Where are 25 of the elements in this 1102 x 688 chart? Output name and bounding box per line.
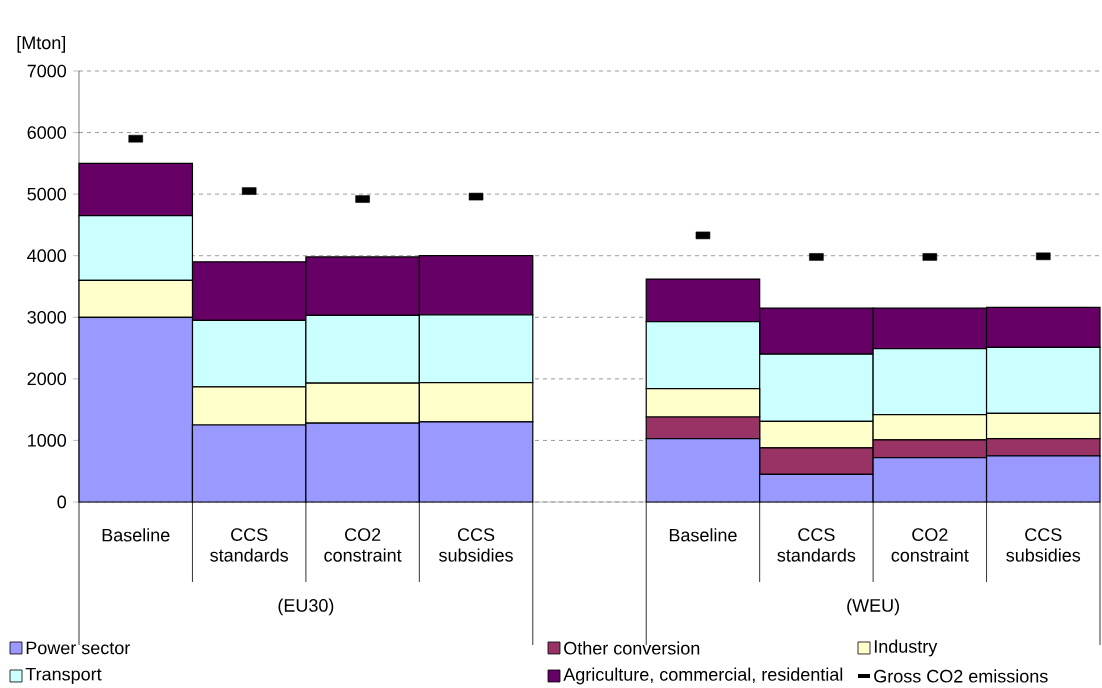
x-tick-label: CCS standards bbox=[777, 528, 856, 562]
x-tick-label: Baseline bbox=[102, 528, 170, 542]
y-tick-label: 3000 bbox=[27, 310, 67, 324]
y-tick-label: 1000 bbox=[28, 434, 67, 447]
x-tick-label: CCS standards bbox=[210, 528, 289, 562]
legend-label: Other conversion bbox=[564, 641, 700, 655]
legend-label: Agriculture, commercial, residential bbox=[563, 667, 843, 685]
text: (EU30) bbox=[278, 598, 334, 616]
legend-label: Industry bbox=[874, 639, 938, 657]
y-tick-label: 2000 bbox=[27, 372, 67, 386]
y-tick-label: 7000 bbox=[27, 64, 67, 78]
y-tick-label: 0 bbox=[57, 495, 67, 509]
y-tick-label: 4000 bbox=[27, 249, 67, 263]
x-tick-label: CO2 constraint bbox=[891, 528, 969, 562]
y-tick-label: 6000 bbox=[27, 126, 67, 139]
x-tick-label: CCS subsidies bbox=[1006, 528, 1081, 562]
x-tick-label: CCS subsidies bbox=[439, 528, 513, 562]
legend-label: Power sector bbox=[26, 641, 130, 655]
y-axis-title: [Mton] bbox=[17, 35, 66, 53]
x-tick-label: Baseline bbox=[669, 528, 737, 542]
legend-label: Transport bbox=[25, 667, 102, 685]
y-tick-label: 5000 bbox=[27, 187, 67, 201]
legend-label: Gross CO2 emissions bbox=[874, 669, 1048, 683]
x-tick-label: CO2 constraint bbox=[324, 528, 402, 562]
text: (WEU) bbox=[847, 598, 899, 616]
